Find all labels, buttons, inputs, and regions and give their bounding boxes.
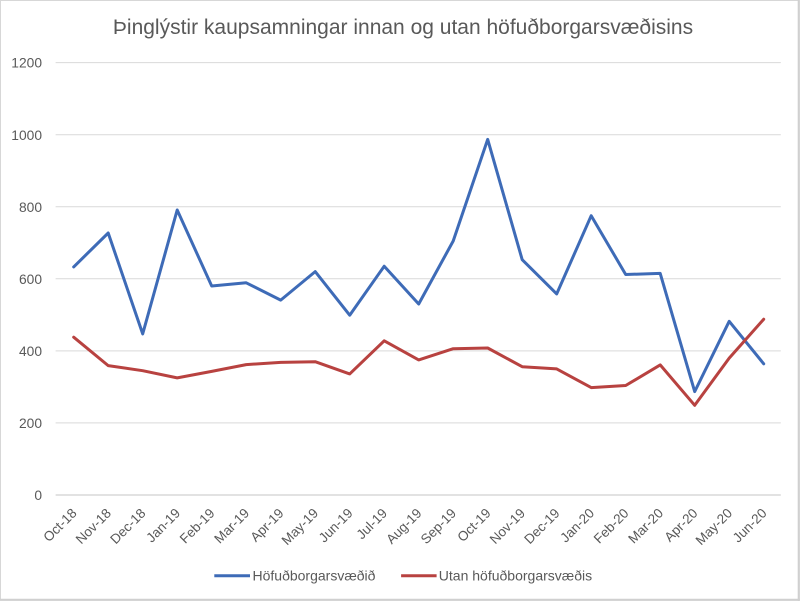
svg-text:Jun-19: Jun-19 (316, 506, 356, 546)
svg-text:Dec-18: Dec-18 (107, 506, 148, 547)
svg-text:600: 600 (19, 272, 42, 287)
svg-text:Feb-20: Feb-20 (591, 506, 632, 547)
svg-text:Jan-19: Jan-19 (143, 506, 183, 546)
svg-text:Oct-18: Oct-18 (40, 506, 79, 545)
svg-text:Höfuðborgarsvæðið: Höfuðborgarsvæðið (253, 568, 376, 584)
svg-text:Feb-19: Feb-19 (177, 506, 218, 547)
svg-text:Mar-20: Mar-20 (625, 506, 666, 547)
svg-text:800: 800 (19, 200, 42, 215)
svg-text:May-19: May-19 (279, 506, 321, 548)
svg-text:Oct-19: Oct-19 (454, 506, 493, 545)
svg-text:Mar-19: Mar-19 (211, 506, 252, 547)
svg-text:Utan höfuðborgarsvæðis: Utan höfuðborgarsvæðis (439, 568, 592, 584)
svg-text:1200: 1200 (11, 56, 42, 71)
svg-text:Þinglýstir kaupsamningar innan: Þinglýstir kaupsamningar innan og utan h… (113, 16, 693, 39)
svg-text:Dec-19: Dec-19 (521, 506, 562, 547)
svg-text:Aug-19: Aug-19 (383, 506, 424, 547)
svg-text:Jun-20: Jun-20 (730, 506, 770, 546)
svg-text:400: 400 (19, 344, 42, 359)
svg-text:0: 0 (34, 488, 42, 503)
svg-text:1000: 1000 (11, 128, 42, 143)
svg-text:Jan-20: Jan-20 (557, 506, 597, 546)
svg-text:May-20: May-20 (693, 506, 735, 548)
svg-text:Nov-19: Nov-19 (487, 506, 528, 547)
svg-text:Nov-18: Nov-18 (73, 506, 114, 547)
svg-text:Sep-19: Sep-19 (418, 506, 459, 547)
svg-text:200: 200 (19, 416, 42, 431)
